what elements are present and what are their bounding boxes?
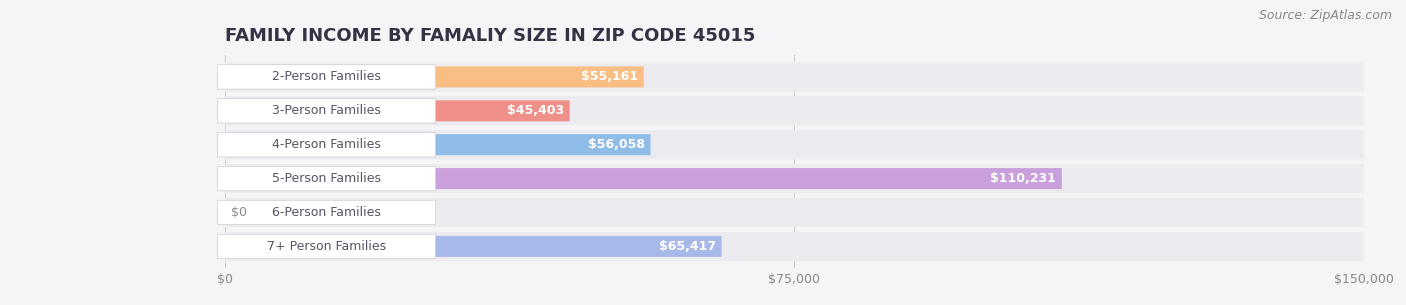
Text: FAMILY INCOME BY FAMALIY SIZE IN ZIP CODE 45015: FAMILY INCOME BY FAMALIY SIZE IN ZIP COD… [225,27,755,45]
Text: $56,058: $56,058 [588,138,645,151]
FancyBboxPatch shape [225,164,1364,193]
Text: $110,231: $110,231 [990,172,1056,185]
FancyBboxPatch shape [218,132,436,157]
Text: $45,403: $45,403 [506,104,564,117]
FancyBboxPatch shape [225,198,1364,227]
FancyBboxPatch shape [218,167,436,191]
Text: 3-Person Families: 3-Person Families [273,104,381,117]
Text: $55,161: $55,161 [581,70,638,84]
FancyBboxPatch shape [218,234,436,259]
FancyBboxPatch shape [218,65,436,89]
FancyBboxPatch shape [225,168,1062,189]
Text: 5-Person Families: 5-Person Families [271,172,381,185]
FancyBboxPatch shape [225,62,1364,92]
FancyBboxPatch shape [218,99,436,123]
Text: 7+ Person Families: 7+ Person Families [267,240,387,253]
Text: 2-Person Families: 2-Person Families [273,70,381,84]
Text: $65,417: $65,417 [659,240,716,253]
FancyBboxPatch shape [225,96,1364,125]
Text: 6-Person Families: 6-Person Families [273,206,381,219]
FancyBboxPatch shape [225,236,721,257]
Text: 4-Person Families: 4-Person Families [273,138,381,151]
FancyBboxPatch shape [225,134,651,155]
FancyBboxPatch shape [225,66,644,88]
Text: $0: $0 [231,206,246,219]
FancyBboxPatch shape [225,100,569,121]
FancyBboxPatch shape [225,232,1364,261]
FancyBboxPatch shape [218,200,436,225]
Text: Source: ZipAtlas.com: Source: ZipAtlas.com [1258,9,1392,22]
FancyBboxPatch shape [225,130,1364,159]
